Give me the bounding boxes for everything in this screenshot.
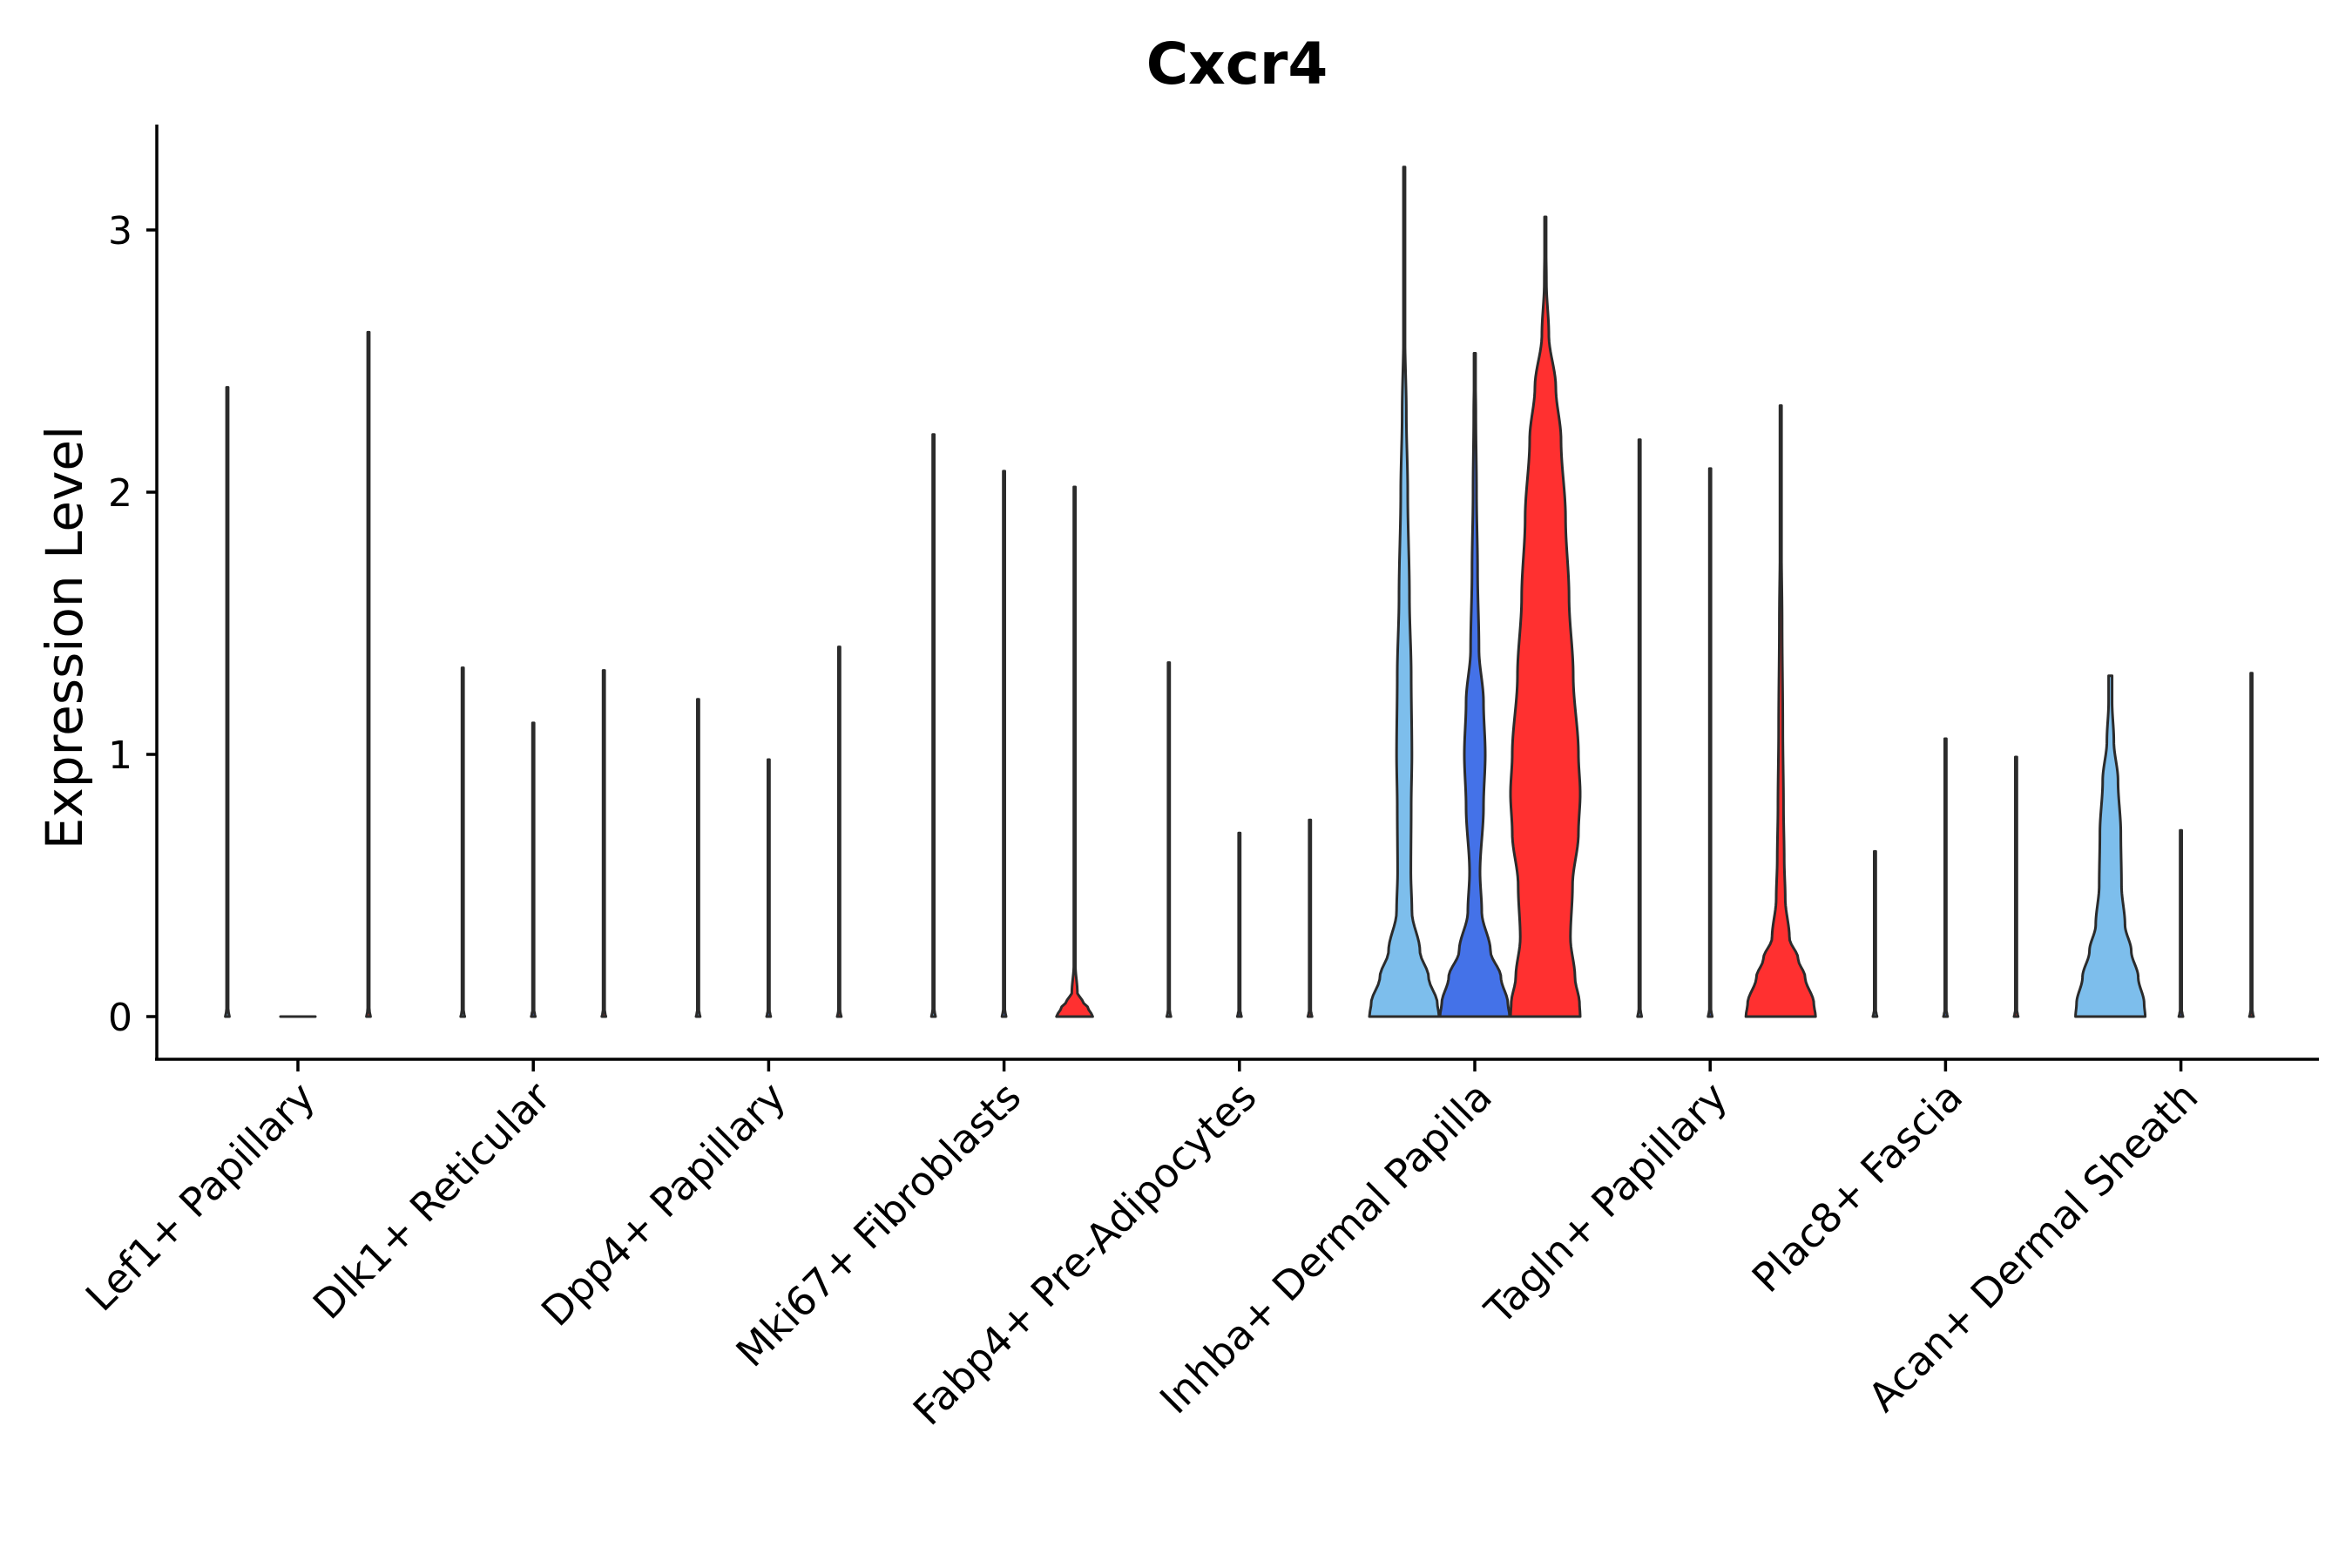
violin-dpp4-papillary-s3 [835,645,843,1018]
violin-plac8-fascia-s3 [2012,755,2020,1018]
violin-mki67-fibroblasts-s2 [1000,470,1008,1018]
x-tick-label: Dlk1+ Reticular [304,1073,559,1328]
violin-lef1-papillary-s3 [365,330,372,1018]
violin-lef1-papillary-s1 [224,386,231,1018]
violin-inhba-dermal-papilla-s2 [1438,351,1511,1018]
violin-inhba-dermal-papilla-s1 [1368,166,1441,1018]
violin-tagln-papillary-s2 [1707,467,1714,1018]
violin-fabp4-pre-adipocytes-s1 [1165,661,1173,1018]
violin-mki67-fibroblasts-s1 [929,433,937,1018]
y-axis-label: Expression Level [35,426,94,849]
violin-mki67-fibroblasts-s3 [1055,485,1094,1018]
violin-tagln-papillary-s3 [1744,404,1817,1018]
violin-layer [224,166,2255,1018]
violin-acan-dermal-sheath-s1 [2074,674,2147,1018]
violin-dlk1-reticular-s1 [459,666,467,1018]
violin-dpp4-papillary-s2 [765,758,773,1018]
x-tick-label: Dpp4+ Papillary [532,1073,794,1335]
violin-acan-dermal-sheath-s2 [2177,828,2185,1018]
violin-inhba-dermal-papilla-s3 [1509,215,1582,1018]
violin-plac8-fascia-s1 [1871,849,1879,1018]
violin-tagln-papillary-s1 [1636,438,1644,1018]
violin-dlk1-reticular-s2 [530,721,537,1018]
violin-plac8-fascia-s2 [1942,737,1950,1018]
y-tick-label: 3 [108,209,132,253]
violin-acan-dermal-sheath-s3 [2247,672,2255,1018]
x-tick-label: Plac8+ Fascia [1743,1073,1971,1301]
violin-fabp4-pre-adipocytes-s2 [1235,831,1243,1018]
x-tick-label: Lef1+ Papillary [77,1073,324,1321]
y-axis-ticks: 0 1 2 3 [108,209,157,1040]
violin-fabp4-pre-adipocytes-s3 [1306,818,1314,1018]
y-tick-label: 2 [108,471,132,516]
chart-title: Cxcr4 [1146,30,1328,98]
x-tick-label: Tagln+ Papillary [1475,1073,1736,1335]
violin-dlk1-reticular-s3 [600,669,608,1018]
y-tick-label: 0 [108,996,132,1040]
violin-dpp4-papillary-s1 [694,698,702,1018]
y-tick-label: 1 [108,733,132,778]
